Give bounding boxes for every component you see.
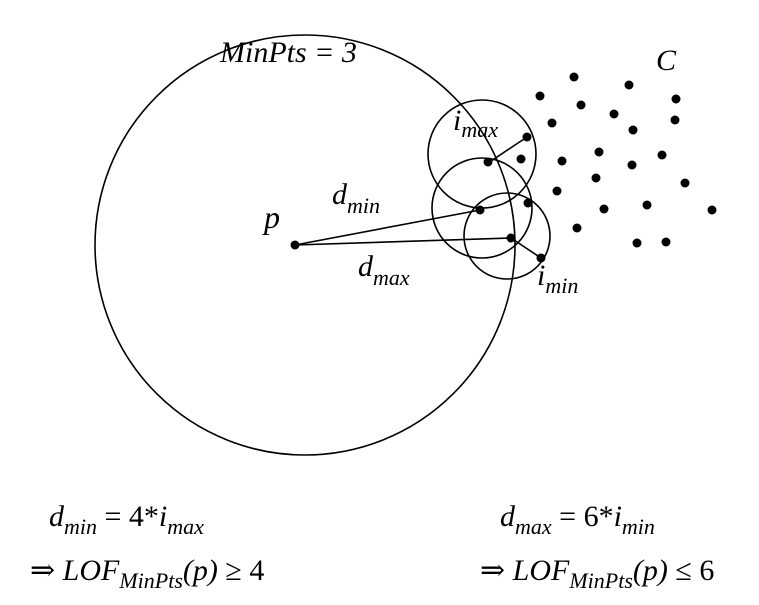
point	[535, 91, 545, 101]
right-lof-sub: MinPts	[569, 568, 633, 593]
i-max-line	[487, 136, 528, 164]
point	[552, 186, 562, 196]
left-lof-sub: MinPts	[119, 568, 183, 593]
point	[657, 150, 667, 160]
left-lof: LOF	[62, 554, 120, 587]
point	[475, 205, 485, 215]
point	[516, 154, 526, 164]
small-circle-middle	[431, 157, 533, 259]
right-rhs: = 6*	[551, 500, 614, 533]
point-p-label: p	[262, 199, 280, 235]
point	[680, 178, 690, 188]
point	[536, 253, 546, 263]
right-equation-line2: ⇒ LOFMinPts(p) ≤ 6	[480, 553, 715, 592]
right-lof: LOF	[512, 554, 570, 587]
point	[523, 198, 533, 208]
point	[627, 160, 637, 170]
i-max-label: imax	[453, 104, 498, 142]
d-min-line	[294, 209, 481, 246]
right-lhs-sub: max	[515, 514, 552, 539]
d-max-label: dmax	[358, 250, 410, 290]
i-min-line	[510, 237, 542, 259]
right-rhs-var: i	[613, 500, 622, 533]
left-lhs: d	[49, 500, 64, 533]
neighbor-points	[475, 132, 546, 263]
point	[506, 233, 516, 243]
cluster-points	[535, 72, 717, 248]
right-implies: ⇒	[480, 554, 513, 587]
point	[547, 118, 557, 128]
point	[594, 147, 604, 157]
right-arg: (p)	[632, 554, 668, 587]
left-equation-line1: dmin = 4*imax	[49, 500, 204, 538]
point	[576, 100, 586, 110]
point	[599, 204, 609, 214]
point	[557, 156, 567, 166]
left-relation: ≥ 4	[217, 554, 265, 587]
point	[628, 125, 638, 135]
point	[707, 205, 717, 215]
minpts-label: MinPts = 3	[219, 36, 357, 69]
left-lhs-sub: min	[64, 514, 97, 539]
right-rhs-sub: min	[621, 514, 655, 539]
left-equation-line2: ⇒ LOFMinPts(p) ≥ 4	[30, 553, 265, 592]
left-rhs-var: i	[158, 500, 168, 533]
right-equation-line1: dmax = 6*imin	[500, 500, 655, 538]
d-max-line	[294, 237, 512, 246]
point	[670, 115, 680, 125]
right-relation: ≤ 6	[667, 554, 715, 587]
point	[632, 238, 642, 248]
point-p	[290, 240, 300, 250]
left-arg: (p)	[182, 554, 218, 587]
point	[624, 80, 634, 90]
d-min-label: dmin	[332, 178, 380, 218]
left-rhs-sub: max	[167, 514, 204, 539]
point	[483, 157, 493, 167]
point	[671, 94, 681, 104]
point	[661, 237, 671, 247]
left-implies: ⇒	[30, 554, 63, 587]
point	[642, 200, 652, 210]
point	[609, 109, 619, 119]
i-min-label: imin	[537, 259, 578, 298]
point	[591, 173, 601, 183]
point	[522, 132, 532, 142]
right-lhs: d	[500, 500, 515, 533]
cluster-label: C	[656, 44, 677, 77]
left-rhs: = 4*	[97, 500, 159, 533]
small-circle-bottom	[463, 192, 551, 280]
point	[569, 72, 579, 82]
point	[572, 223, 582, 233]
